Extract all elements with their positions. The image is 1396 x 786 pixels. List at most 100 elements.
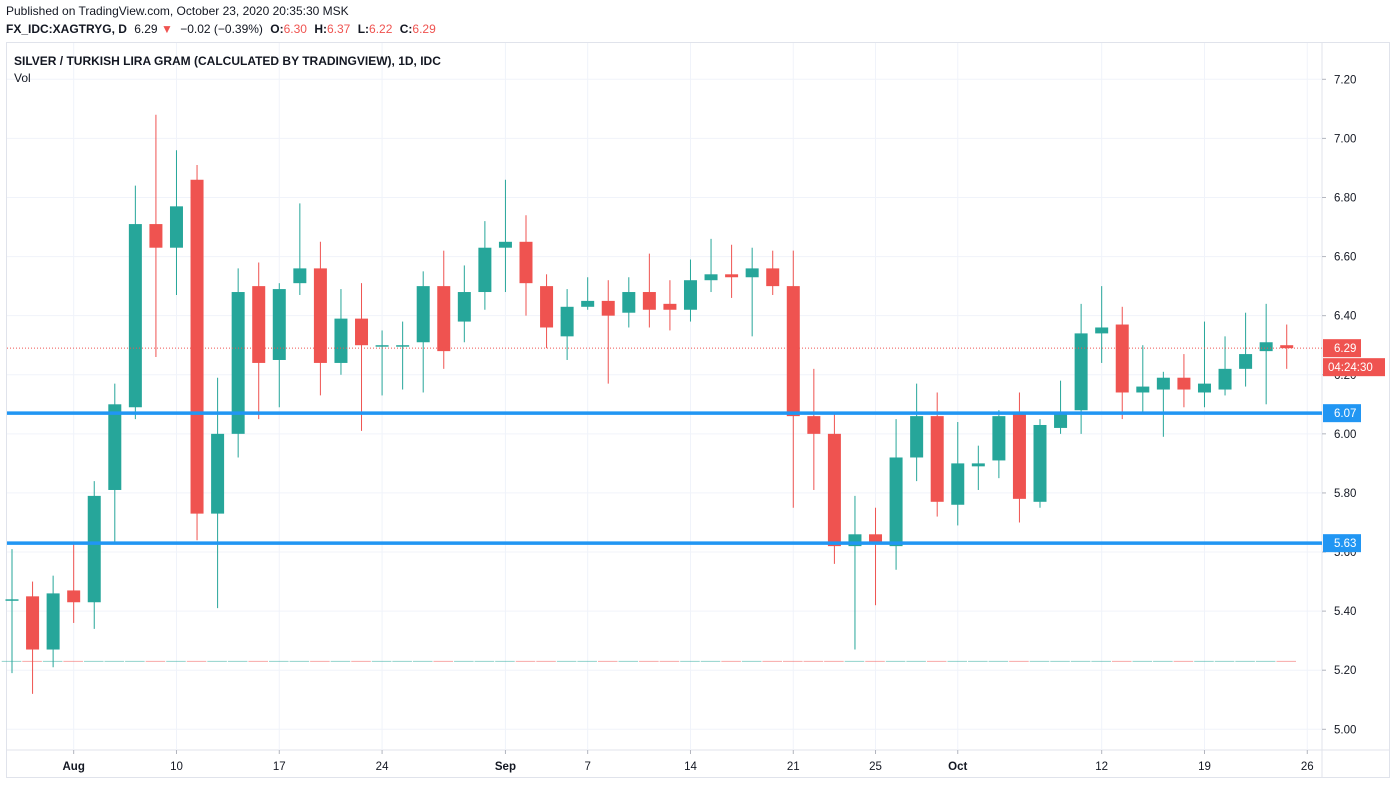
candle xyxy=(375,330,389,396)
candle xyxy=(807,368,821,490)
close-value: 6.29 xyxy=(412,22,436,36)
candle-body xyxy=(951,463,965,505)
candle-body xyxy=(869,534,883,544)
candle xyxy=(827,413,841,564)
candle-body xyxy=(766,268,780,287)
candle xyxy=(1095,286,1109,363)
candle xyxy=(252,262,266,420)
candle xyxy=(889,419,903,570)
candle-body xyxy=(725,274,739,278)
candle xyxy=(5,549,19,674)
candle-body xyxy=(128,224,142,408)
last-price: 6.29 xyxy=(134,22,158,36)
candle xyxy=(457,265,471,343)
candle-body xyxy=(601,300,615,316)
candle-body xyxy=(745,268,759,278)
candle-body xyxy=(87,495,101,603)
hline-price-tag xyxy=(1323,404,1361,423)
x-tick-label: 25 xyxy=(869,761,882,773)
ohlc-legend: FX_IDC:XAGTRYG, D 6.29 ▼ −0.02 (−0.39%) … xyxy=(6,22,436,36)
candle xyxy=(745,247,759,337)
candle xyxy=(1054,380,1068,434)
time-axis: Aug 10 17 24 Sep 7 14 21 25 Oct 12 19 26 xyxy=(63,750,1314,773)
candle-body xyxy=(437,286,451,352)
hline-price-tag xyxy=(1323,534,1361,553)
candle xyxy=(67,543,81,623)
candle-body xyxy=(971,463,985,467)
candle-body xyxy=(1177,377,1191,390)
candle-body xyxy=(1259,342,1273,352)
candle-body xyxy=(26,596,40,650)
candles xyxy=(5,114,1294,694)
candle xyxy=(293,203,307,295)
candle-body xyxy=(889,457,903,547)
y-tick-label: 5.40 xyxy=(1334,606,1356,618)
candle xyxy=(1239,312,1253,387)
candle-body xyxy=(683,280,697,310)
candle xyxy=(581,277,595,310)
x-tick-label: 7 xyxy=(584,761,590,773)
candle-body xyxy=(272,289,286,360)
candle xyxy=(622,277,636,328)
x-tick-label: 19 xyxy=(1198,761,1211,773)
y-tick-label: 6.80 xyxy=(1334,192,1356,204)
candle xyxy=(478,221,492,310)
candle xyxy=(766,250,780,295)
high-label: H: xyxy=(314,22,327,36)
y-tick-label: 7.20 xyxy=(1334,74,1356,86)
candle xyxy=(601,280,615,384)
candle xyxy=(355,283,369,431)
x-tick-label: 12 xyxy=(1095,761,1108,773)
candle-body xyxy=(149,224,163,248)
candle xyxy=(416,271,430,393)
candle xyxy=(786,250,800,508)
candle-body xyxy=(1280,345,1294,349)
candle-body xyxy=(910,416,924,458)
candle-body xyxy=(704,274,718,281)
y-tick-label: 5.00 xyxy=(1334,724,1356,736)
candle-body xyxy=(190,179,204,514)
chart-frame[interactable] xyxy=(6,42,1390,778)
candle-body xyxy=(807,416,821,434)
close-label: C: xyxy=(399,22,413,36)
x-tick-label: 24 xyxy=(376,761,389,773)
hline-price-label: 5.63 xyxy=(1334,538,1356,550)
candle xyxy=(951,422,965,526)
candle-body xyxy=(375,345,389,347)
low-label: L: xyxy=(357,22,370,36)
y-tick-label: 5.20 xyxy=(1334,665,1356,677)
candle-body xyxy=(519,241,533,284)
x-tick-label: Oct xyxy=(948,761,967,773)
candle xyxy=(1280,324,1294,369)
candle-body xyxy=(560,306,574,337)
candle xyxy=(869,507,883,606)
countdown-tag xyxy=(1323,358,1385,377)
y-tick-label: 5.80 xyxy=(1334,488,1356,500)
horizontal-lines xyxy=(7,347,1322,545)
candle-body xyxy=(848,534,862,547)
candle-body xyxy=(498,241,512,248)
candle xyxy=(910,383,924,482)
candle xyxy=(519,215,533,316)
candle xyxy=(704,238,718,293)
y-tick-label: 6.00 xyxy=(1334,429,1356,441)
candle xyxy=(1177,354,1191,408)
x-tick-label: 21 xyxy=(787,761,800,773)
candle-body xyxy=(108,404,122,490)
candle-body xyxy=(1054,413,1068,428)
countdown-label: 04:24:30 xyxy=(1328,362,1373,374)
candle-body xyxy=(642,292,656,310)
candle xyxy=(1197,321,1211,408)
symbol-label[interactable]: FX_IDC:XAGTRYG, D xyxy=(6,22,127,36)
candle-body xyxy=(930,416,944,502)
high-value: 6.37 xyxy=(326,22,351,36)
candle-body xyxy=(581,300,595,307)
x-tick-label: 14 xyxy=(684,761,697,773)
candle-body xyxy=(1218,368,1232,390)
candle xyxy=(1259,303,1273,405)
candle xyxy=(642,253,656,328)
candle-body xyxy=(5,599,19,601)
candle xyxy=(725,244,739,298)
candle xyxy=(971,445,985,490)
